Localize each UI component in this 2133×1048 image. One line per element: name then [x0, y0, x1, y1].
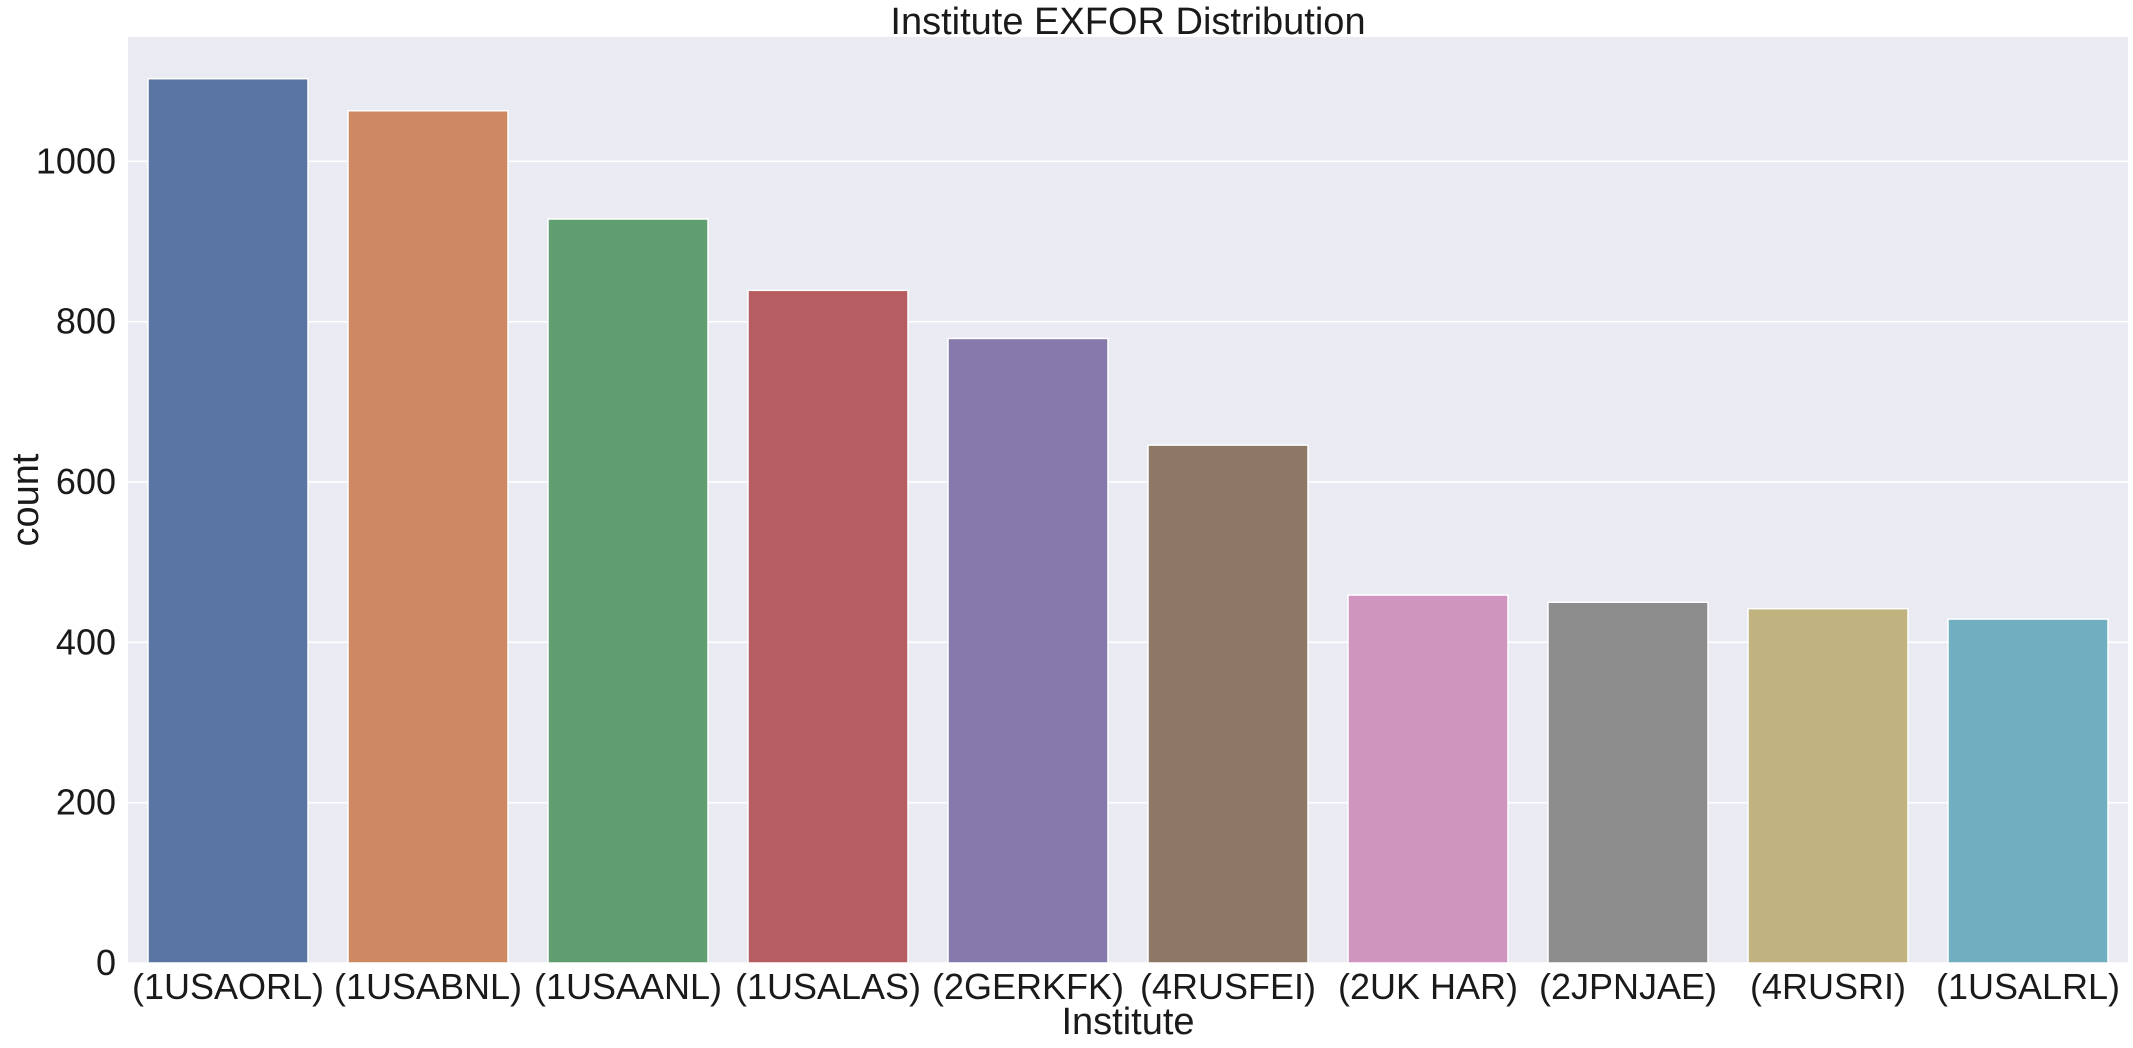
- bar: [347, 110, 509, 964]
- bar: [547, 218, 709, 964]
- x-tick-label: (4RUSFEI): [1140, 966, 1316, 1007]
- x-tick-label: (2GERKFK): [932, 966, 1124, 1007]
- x-tick-label: (1USALRL): [1936, 966, 2120, 1007]
- y-axis-label: count: [5, 453, 47, 546]
- x-tick-label: (4RUSRI): [1750, 966, 1906, 1007]
- bar: [147, 77, 309, 964]
- bar: [1347, 594, 1509, 964]
- y-tick-label: 600: [56, 461, 116, 502]
- y-tick-labels: 0 200 400 600 800 1000: [36, 140, 116, 983]
- x-axis-label: Institute: [1061, 1001, 1194, 1043]
- bars: [147, 77, 2109, 964]
- y-tick-label: 800: [56, 301, 116, 342]
- y-tick-label: 0: [96, 942, 116, 983]
- x-tick-label: (2UK HAR): [1338, 966, 1518, 1007]
- y-tick-label: 200: [56, 782, 116, 823]
- bar: [1147, 444, 1309, 964]
- x-tick-label: (2JPNJAE): [1539, 966, 1717, 1007]
- bar: [747, 289, 909, 964]
- x-tick-label: (1USABNL): [334, 966, 522, 1007]
- x-tick-label: (1USAORL): [132, 966, 324, 1007]
- bar: [1547, 601, 1709, 964]
- x-tick-labels: (1USAORL) (1USABNL) (1USAANL) (1USALAS) (2GE…: [132, 966, 2120, 1007]
- bar: [947, 337, 1109, 964]
- y-tick-label: 1000: [36, 140, 116, 181]
- x-tick-label: (1USALAS): [735, 966, 921, 1007]
- bar: [1947, 618, 2109, 964]
- y-tick-label: 400: [56, 621, 116, 662]
- bar: [1747, 607, 1909, 964]
- x-tick-label: (1USAANL): [534, 966, 722, 1007]
- chart-title: Institute EXFOR Distribution: [890, 1, 1365, 43]
